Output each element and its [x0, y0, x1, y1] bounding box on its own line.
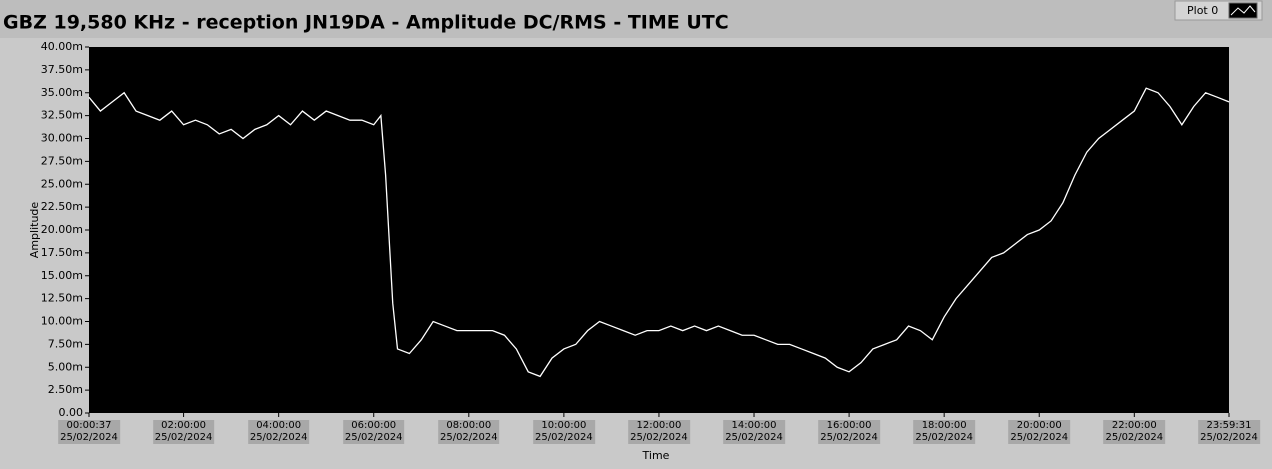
chart-title: GBZ 19,580 KHz - reception JN19DA - Ampl… — [3, 12, 729, 34]
x-tick-label: 14:00:00 25/02/2024 — [723, 420, 785, 444]
x-tick-label: 12:00:00 25/02/2024 — [628, 420, 690, 444]
y-axis-label: Amplitude — [28, 202, 41, 259]
x-tick-label: 20:00:00 25/02/2024 — [1008, 420, 1071, 444]
legend-swatch — [1230, 5, 1256, 16]
x-tick-label: 16:00:00 25/02/2024 — [818, 420, 880, 444]
y-tick-label: 5.00m — [48, 360, 83, 373]
y-tick-label: 22.50m — [41, 200, 83, 213]
x-tick-label: 02:00:00 25/02/2024 — [152, 420, 215, 444]
y-tick-label: 12.50m — [41, 292, 83, 305]
legend-swatch-bg — [1228, 2, 1258, 19]
legend-label: Plot 0 — [1187, 4, 1218, 17]
y-tick-label: 17.50m — [41, 246, 83, 259]
y-tick-label: 7.50m — [48, 337, 83, 350]
y-tick-label: 15.00m — [41, 269, 83, 282]
y-tick-label: 32.50m — [41, 109, 83, 122]
data-line — [88, 87, 1230, 378]
y-tick-label: 20.00m — [41, 223, 83, 236]
x-tick-label: 08:00:00 25/02/2024 — [437, 420, 500, 444]
y-tick-label: 27.50m — [41, 154, 83, 167]
x-tick-label: 22:00:00 25/02/2024 — [1103, 420, 1166, 444]
y-tick-label: 2.50m — [48, 383, 83, 396]
x-tick-label: 06:00:00 25/02/2024 — [342, 420, 405, 444]
x-tick-label: 10:00:00 25/02/2024 — [533, 420, 595, 444]
x-tick-label: 18:00:00 25/02/2024 — [913, 420, 975, 444]
title-bar — [0, 0, 1272, 38]
y-tick-label: 30.00m — [41, 132, 83, 145]
y-tick-label: 35.00m — [41, 86, 83, 99]
x-tick-label: 00:00:37 25/02/2024 — [58, 420, 120, 444]
y-tick-label: 25.00m — [41, 177, 83, 190]
x-axis-label: Time — [642, 449, 670, 462]
y-tick-label: 37.50m — [41, 63, 83, 76]
x-tick-label: 04:00:00 25/02/2024 — [247, 420, 310, 444]
y-tick-label: 40.00m — [41, 40, 83, 53]
x-tick-label: 23:59:31 25/02/2024 — [1198, 420, 1260, 444]
y-tick-label: 10.00m — [41, 315, 83, 328]
plot-area — [89, 47, 1229, 413]
y-tick-label: 0.00 — [59, 406, 84, 419]
